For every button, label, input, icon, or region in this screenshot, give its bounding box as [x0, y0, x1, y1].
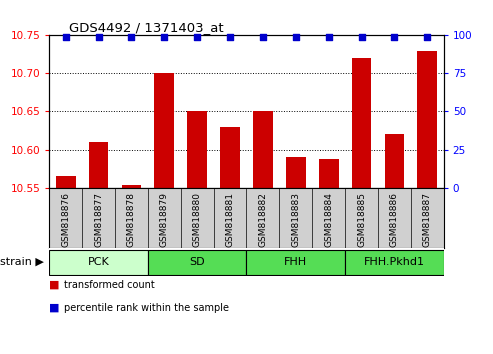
Text: GDS4492 / 1371403_at: GDS4492 / 1371403_at: [69, 21, 224, 34]
Bar: [154, 73, 174, 188]
Text: GSM818881: GSM818881: [226, 193, 235, 247]
FancyBboxPatch shape: [148, 250, 246, 275]
Text: GSM818887: GSM818887: [423, 193, 432, 247]
Point: [226, 34, 234, 40]
Bar: [319, 159, 339, 188]
Bar: [253, 112, 273, 188]
Text: GSM818878: GSM818878: [127, 193, 136, 247]
Text: percentile rank within the sample: percentile rank within the sample: [64, 303, 229, 313]
Point: [62, 34, 70, 40]
Bar: [286, 157, 306, 188]
Point: [423, 34, 431, 40]
Text: GSM818880: GSM818880: [193, 193, 202, 247]
Bar: [187, 112, 207, 188]
Bar: [89, 142, 108, 188]
Bar: [56, 176, 75, 188]
Text: strain ▶: strain ▶: [0, 257, 44, 267]
Point: [160, 34, 168, 40]
Text: GSM818876: GSM818876: [61, 193, 70, 247]
Text: GSM818886: GSM818886: [390, 193, 399, 247]
Point: [325, 34, 333, 40]
Text: FHH: FHH: [284, 257, 307, 267]
Point: [357, 34, 365, 40]
Point: [128, 34, 136, 40]
Bar: [122, 185, 141, 188]
Text: transformed count: transformed count: [64, 280, 155, 290]
Point: [193, 34, 201, 40]
Point: [259, 34, 267, 40]
Text: GSM818877: GSM818877: [94, 193, 103, 247]
Point: [292, 34, 300, 40]
Bar: [418, 51, 437, 188]
Text: GSM818885: GSM818885: [357, 193, 366, 247]
Text: GSM818883: GSM818883: [291, 193, 300, 247]
Bar: [352, 58, 371, 188]
Text: SD: SD: [189, 257, 205, 267]
Bar: [385, 134, 404, 188]
Bar: [220, 127, 240, 188]
FancyBboxPatch shape: [49, 250, 148, 275]
Point: [390, 34, 398, 40]
Text: GSM818882: GSM818882: [258, 193, 267, 247]
Text: FHH.Pkhd1: FHH.Pkhd1: [364, 257, 425, 267]
Point: [95, 34, 103, 40]
Text: PCK: PCK: [88, 257, 109, 267]
Text: ■: ■: [49, 303, 60, 313]
FancyBboxPatch shape: [246, 250, 345, 275]
Text: GSM818884: GSM818884: [324, 193, 333, 247]
FancyBboxPatch shape: [345, 250, 444, 275]
Text: ■: ■: [49, 280, 60, 290]
Text: GSM818879: GSM818879: [160, 193, 169, 247]
